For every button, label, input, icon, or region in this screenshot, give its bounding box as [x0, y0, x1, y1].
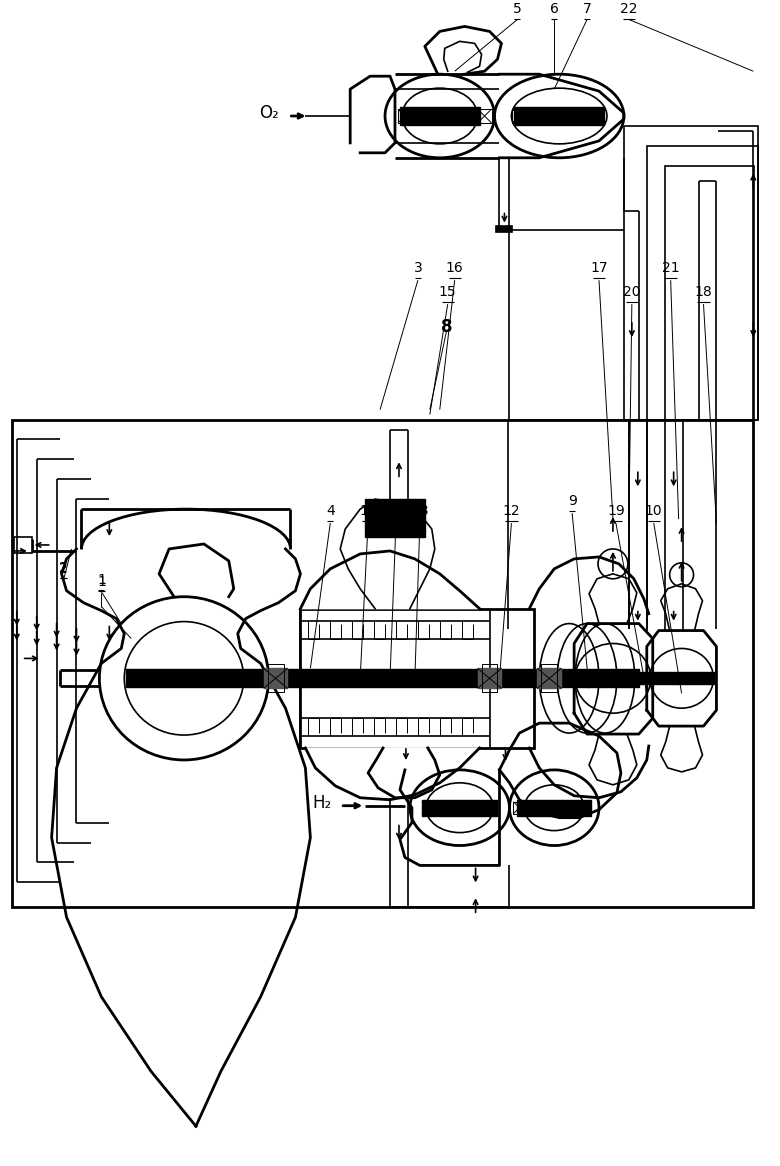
- Bar: [514, 107, 604, 125]
- Text: 1: 1: [97, 573, 106, 586]
- Bar: [477, 668, 502, 688]
- Bar: [513, 802, 526, 814]
- Text: 8: 8: [441, 318, 452, 336]
- Bar: [497, 226, 512, 232]
- Text: 9: 9: [568, 494, 576, 508]
- Text: H₂: H₂: [313, 794, 332, 812]
- Polygon shape: [368, 749, 440, 798]
- Text: 12: 12: [502, 504, 520, 518]
- Bar: [541, 802, 553, 814]
- Bar: [14, 538, 32, 553]
- Text: 16: 16: [446, 261, 463, 275]
- Polygon shape: [350, 76, 395, 153]
- Bar: [562, 110, 576, 122]
- Bar: [365, 499, 425, 538]
- Bar: [469, 802, 480, 814]
- Text: 18: 18: [695, 286, 712, 300]
- Bar: [582, 110, 596, 122]
- Bar: [665, 166, 754, 420]
- Bar: [300, 609, 534, 749]
- Text: 1: 1: [97, 575, 106, 589]
- Bar: [264, 668, 288, 688]
- Text: 2: 2: [59, 562, 68, 576]
- Bar: [202, 672, 216, 686]
- Bar: [452, 110, 466, 122]
- Text: 6: 6: [550, 2, 558, 16]
- Bar: [537, 110, 551, 122]
- Bar: [177, 672, 191, 686]
- Text: 11: 11: [360, 504, 377, 518]
- Bar: [422, 800, 498, 816]
- Text: 20: 20: [623, 286, 640, 300]
- Text: 17: 17: [590, 261, 608, 275]
- Text: 22: 22: [620, 2, 637, 16]
- Bar: [649, 673, 714, 684]
- Bar: [512, 110, 526, 122]
- Text: 7: 7: [583, 2, 591, 16]
- Text: 19: 19: [607, 504, 625, 518]
- Bar: [445, 802, 458, 814]
- Bar: [268, 665, 283, 693]
- Bar: [422, 802, 434, 814]
- Text: 4: 4: [326, 504, 335, 518]
- Text: 14: 14: [387, 504, 405, 518]
- Bar: [577, 673, 649, 684]
- Bar: [12, 420, 753, 907]
- Bar: [517, 800, 591, 816]
- Bar: [541, 665, 557, 693]
- Text: 10: 10: [645, 504, 662, 518]
- Text: 21: 21: [662, 261, 679, 275]
- Text: O₂: O₂: [259, 104, 278, 122]
- Bar: [400, 107, 480, 125]
- Bar: [398, 110, 412, 122]
- Polygon shape: [300, 550, 480, 609]
- Bar: [126, 669, 639, 687]
- Text: 3: 3: [413, 261, 422, 275]
- Bar: [152, 672, 166, 686]
- Text: 13: 13: [411, 504, 429, 518]
- Bar: [563, 802, 575, 814]
- Text: 2: 2: [59, 561, 68, 575]
- Bar: [477, 110, 491, 122]
- Bar: [624, 126, 758, 420]
- Text: 5: 5: [513, 2, 522, 16]
- Text: 15: 15: [439, 286, 456, 300]
- Polygon shape: [306, 749, 480, 800]
- Bar: [481, 665, 498, 693]
- Bar: [423, 110, 437, 122]
- Bar: [647, 146, 758, 420]
- Bar: [537, 668, 561, 688]
